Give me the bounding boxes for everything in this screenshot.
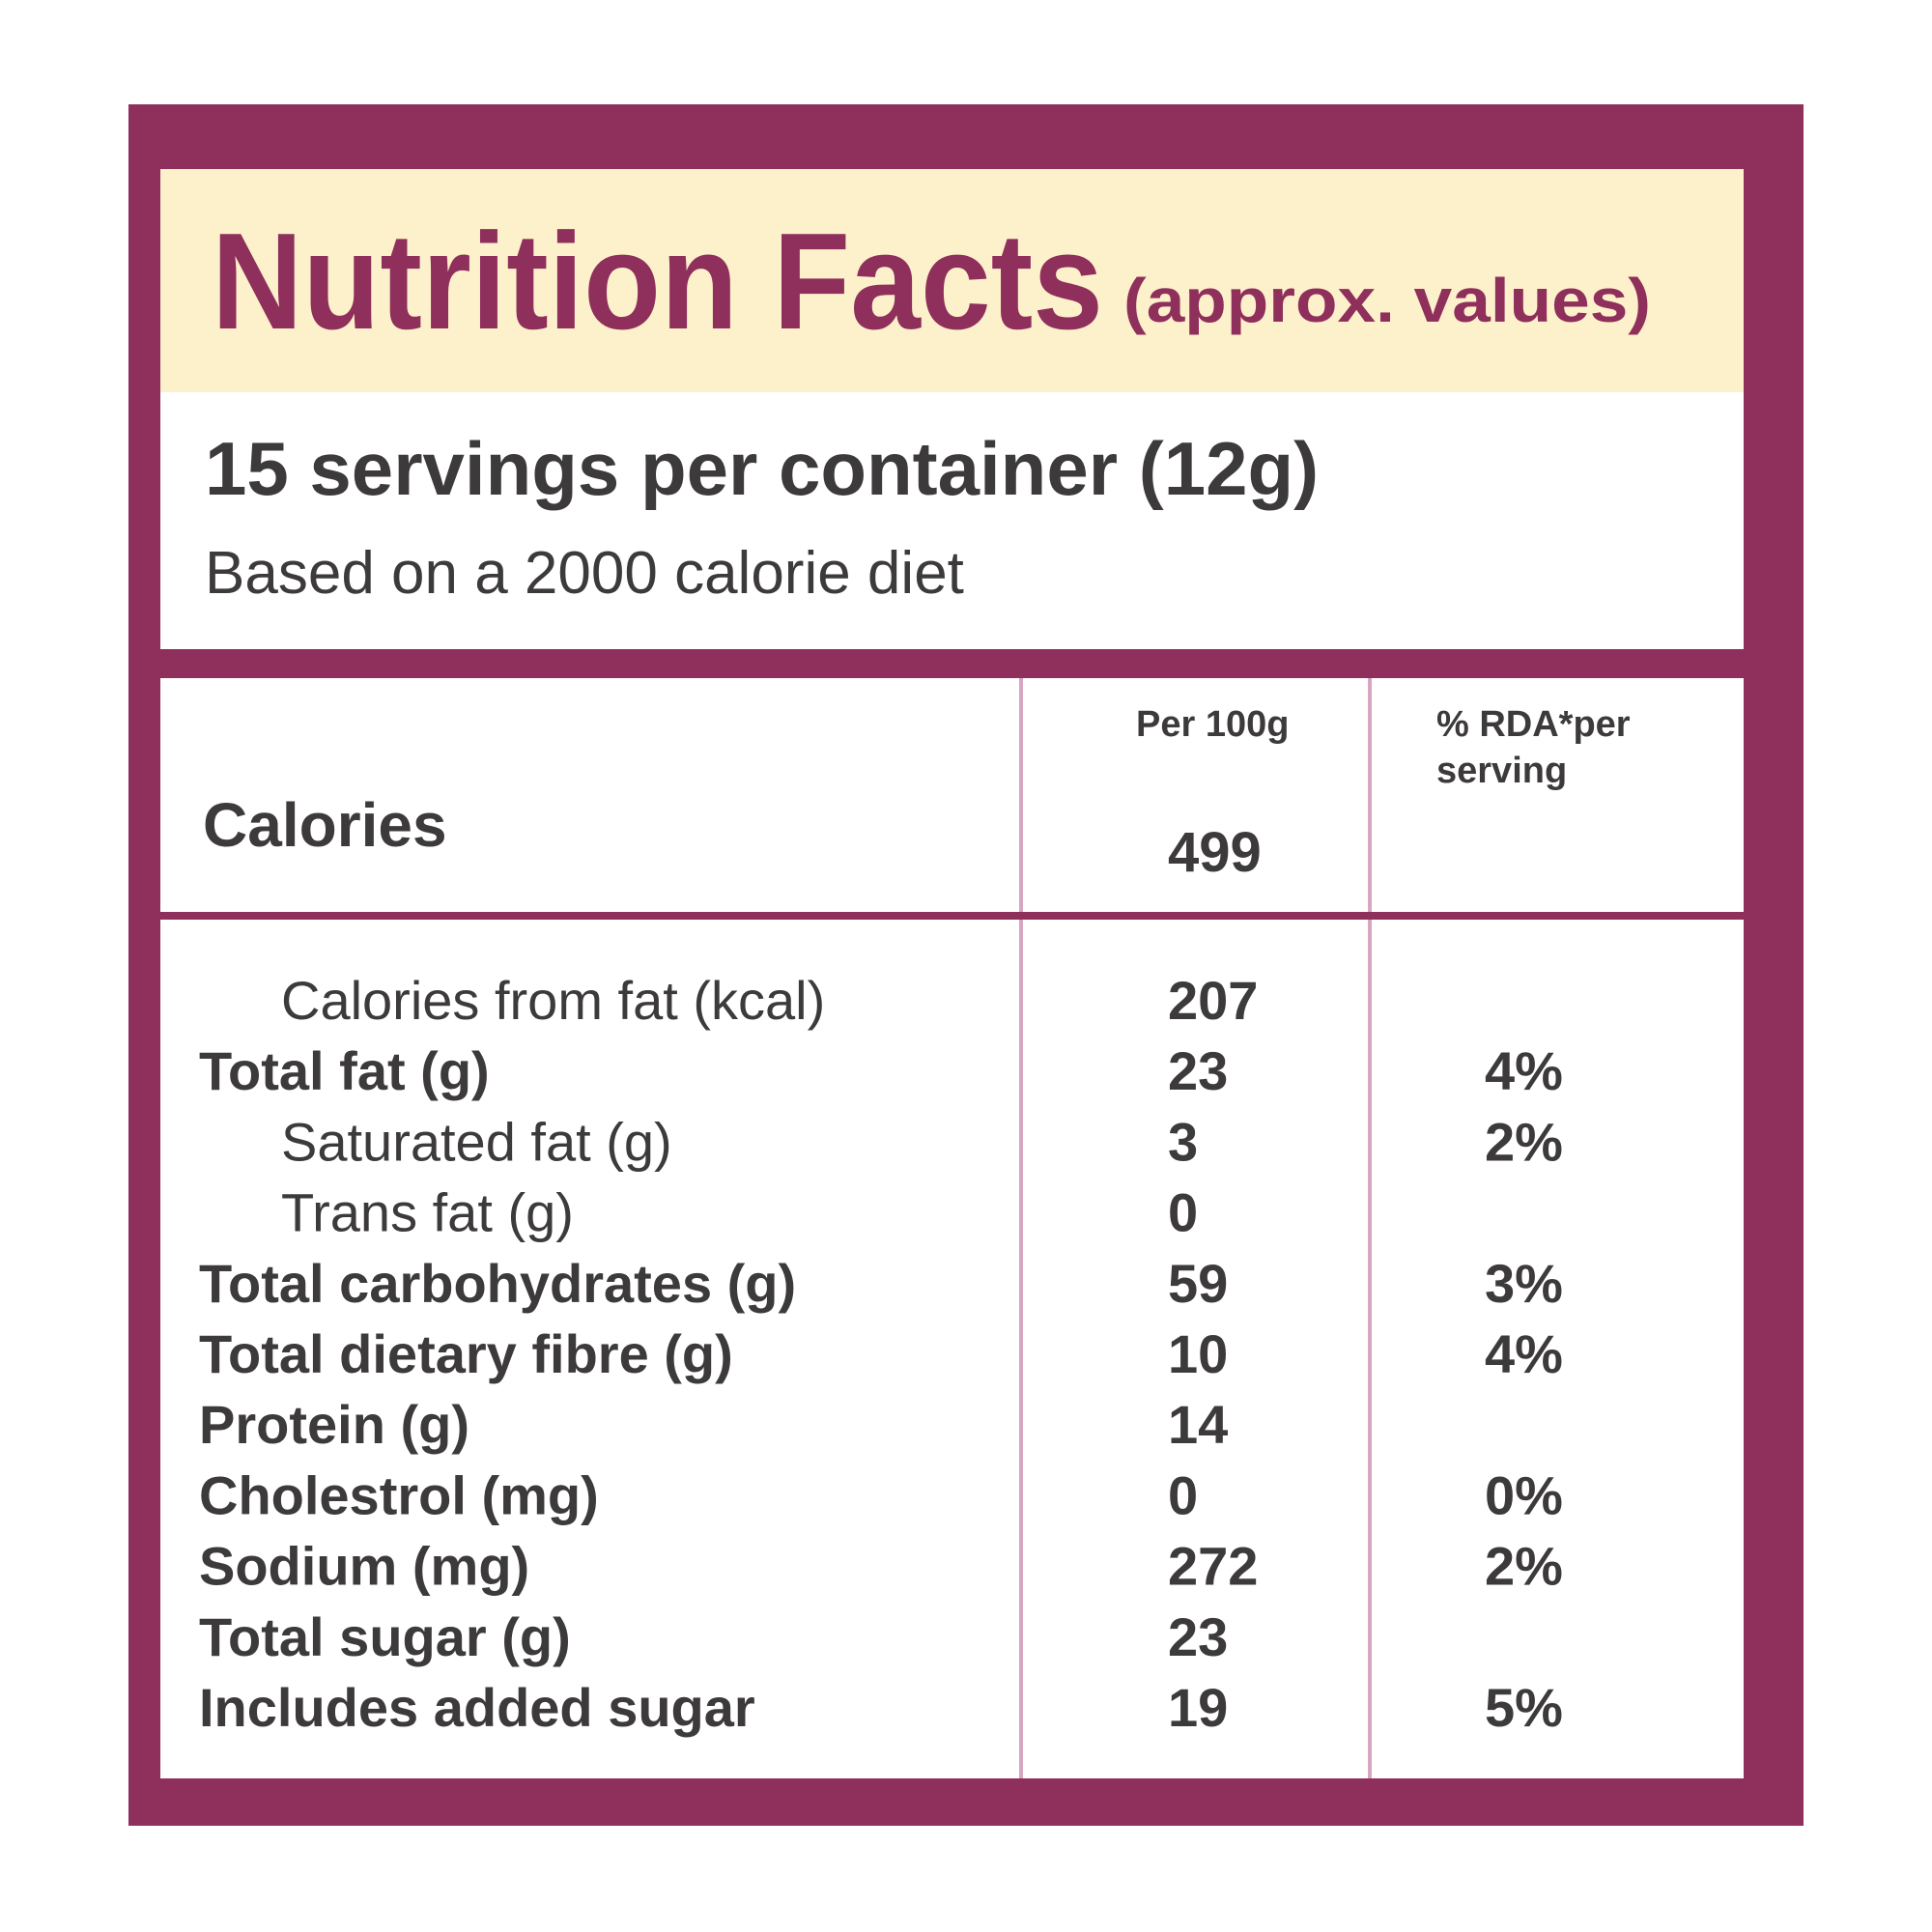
thick-divider	[160, 649, 1744, 678]
title: Nutrition Facts	[212, 205, 1103, 358]
per-100g-value: 59	[1168, 1253, 1228, 1314]
rda-value: 2%	[1485, 1536, 1563, 1597]
nutrient-label: Cholestrol (mg)	[199, 1464, 599, 1525]
per-100g-value: 207	[1168, 970, 1258, 1031]
nutrient-label: Calories from fat (kcal)	[281, 970, 825, 1031]
per-100g-value: 0	[1168, 1464, 1198, 1525]
inner-panel	[160, 169, 1744, 1778]
nutrient-label: Sodium (mg)	[199, 1536, 529, 1597]
column-header: serving	[1436, 751, 1567, 791]
rda-value: 2%	[1485, 1111, 1563, 1172]
calories-value: 499	[1168, 821, 1262, 884]
header-band	[160, 169, 1744, 392]
basis: Based on a 2000 calorie diet	[205, 540, 964, 607]
nutrient-label: Total dietary fibre (g)	[199, 1323, 733, 1384]
rda-value: 3%	[1485, 1253, 1563, 1314]
per-100g-value: 3	[1168, 1111, 1198, 1172]
per-100g-value: 272	[1168, 1536, 1258, 1597]
nutrient-label: Total carbohydrates (g)	[199, 1253, 796, 1314]
rda-value: 4%	[1485, 1323, 1563, 1384]
nutrient-label: Total sugar (g)	[199, 1606, 571, 1667]
nutrient-label: Includes added sugar	[199, 1677, 755, 1738]
nutrient-label: Trans fat (g)	[281, 1182, 574, 1243]
nutrient-label: Protein (g)	[199, 1394, 469, 1455]
column-header: % RDA*per	[1436, 704, 1631, 745]
calories-label: Calories	[203, 790, 447, 860]
subtitle: (approx. values)	[1123, 266, 1651, 335]
per-100g-value: 23	[1168, 1040, 1228, 1101]
per-100g-value: 19	[1168, 1677, 1228, 1738]
nutrient-label: Saturated fat (g)	[281, 1111, 672, 1172]
rda-value: 0%	[1485, 1464, 1563, 1525]
servings: 15 servings per container (12g)	[205, 426, 1319, 511]
rda-value: 4%	[1485, 1040, 1563, 1101]
nutrient-label: Total fat (g)	[199, 1040, 490, 1101]
per-100g-value: 0	[1168, 1182, 1198, 1243]
rda-value: 5%	[1485, 1677, 1563, 1738]
row-divider	[160, 912, 1744, 920]
column-header: Per 100g	[1136, 704, 1289, 745]
per-100g-value: 14	[1168, 1394, 1228, 1455]
per-100g-value: 10	[1168, 1323, 1228, 1384]
nutrient-rows: Calories from fat (kcal) 207 Total fat (g)…	[199, 970, 1563, 1738]
per-100g-value: 23	[1168, 1606, 1228, 1667]
